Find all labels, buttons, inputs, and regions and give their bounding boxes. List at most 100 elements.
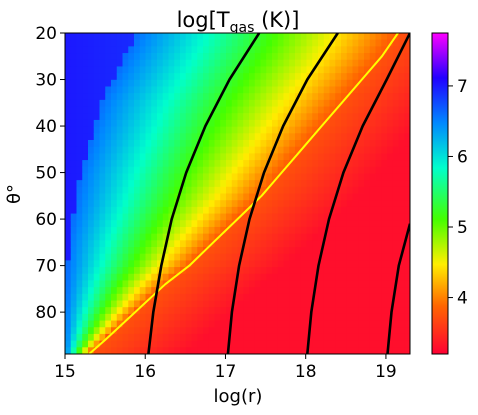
heatmap-cell (180, 313, 187, 322)
heatmap-cell (260, 59, 267, 68)
heatmap-cell (157, 39, 164, 47)
heatmap-cell (341, 59, 348, 68)
heatmap-cell (272, 307, 279, 315)
heatmap-cell (312, 119, 319, 128)
heatmap-cell (185, 119, 193, 128)
heatmap-cell (231, 347, 239, 354)
heatmap-cell (139, 260, 147, 268)
heatmap-cell (162, 140, 170, 148)
heatmap-cell (283, 140, 290, 148)
heatmap-cell (243, 173, 250, 181)
heatmap-cell (203, 220, 210, 228)
heatmap-cell (364, 133, 371, 141)
heatmap-cell (208, 73, 216, 81)
heatmap-cell (76, 206, 83, 215)
heatmap-cell (375, 320, 382, 328)
heatmap-cell (208, 313, 216, 322)
heatmap-cell (289, 66, 296, 74)
heatmap-cell (151, 340, 158, 348)
heatmap-cell (70, 99, 78, 108)
heatmap-cell (82, 307, 89, 315)
heatmap-cell (185, 113, 193, 121)
heatmap-cell (266, 106, 273, 114)
heatmap-cell (335, 253, 342, 261)
heatmap-cell (254, 119, 262, 128)
heatmap-cell (99, 126, 106, 134)
heatmap-cell (346, 126, 354, 134)
heatmap-cell (375, 180, 382, 188)
heatmap-cell (191, 240, 198, 248)
heatmap-cell (346, 59, 354, 68)
heatmap-cell (220, 233, 227, 241)
heatmap-cell (358, 39, 365, 47)
heatmap-cell (151, 66, 158, 74)
heatmap-cell (151, 99, 158, 108)
heatmap-cell (392, 86, 400, 94)
heatmap-cell (122, 300, 129, 308)
heatmap-cell (203, 173, 210, 181)
heatmap-cell (122, 220, 129, 228)
heatmap-cell (122, 46, 129, 54)
heatmap-cell (93, 140, 101, 148)
heatmap-cell (404, 280, 410, 288)
heatmap-cell (220, 126, 227, 134)
heatmap-cell (369, 287, 377, 295)
heatmap-cell (157, 140, 164, 148)
heatmap-cell (105, 46, 112, 54)
heatmap-cell (346, 146, 354, 154)
heatmap-cell (128, 99, 135, 108)
heatmap-cell (162, 186, 170, 195)
heatmap-cell (323, 119, 331, 128)
heatmap-cell (139, 267, 147, 275)
heatmap-cell (214, 146, 221, 154)
heatmap-cell (329, 300, 336, 308)
heatmap-cell (105, 99, 112, 108)
heatmap-cell (231, 166, 239, 175)
heatmap-cell (404, 93, 410, 101)
heatmap-cell (111, 293, 118, 302)
heatmap-cell (168, 333, 175, 342)
heatmap-cell (398, 79, 405, 88)
heatmap-cell (116, 287, 124, 295)
heatmap-cell (346, 186, 354, 195)
heatmap-cell (312, 33, 319, 41)
heatmap-cell (162, 233, 170, 241)
heatmap-cell (277, 153, 285, 161)
heatmap-cell (295, 166, 302, 175)
heatmap-cell (254, 113, 262, 121)
heatmap-cell (231, 333, 239, 342)
heatmap-cell (65, 66, 72, 74)
heatmap-cell (392, 39, 400, 47)
heatmap-cell (283, 220, 290, 228)
heatmap-cell (329, 119, 336, 128)
heatmap-cell (318, 180, 325, 188)
heatmap-cell (404, 153, 410, 161)
heatmap-cell (88, 340, 95, 348)
heatmap-cell (65, 173, 72, 181)
heatmap-cell (392, 347, 400, 354)
heatmap-cell (185, 313, 193, 322)
heatmap-cell (231, 153, 239, 161)
heatmap-cell (151, 160, 158, 168)
x-tick-label: 15 (54, 362, 76, 382)
heatmap-cell (208, 327, 216, 335)
heatmap-cell (93, 73, 101, 81)
heatmap-cell (300, 260, 308, 268)
heatmap-cell (76, 73, 83, 81)
heatmap-cell (111, 280, 118, 288)
heatmap-cell (220, 153, 227, 161)
heatmap-cell (312, 200, 319, 208)
heatmap-cell (82, 226, 89, 235)
heatmap-cell (295, 193, 302, 201)
heatmap-cell (111, 113, 118, 121)
heatmap-cell (82, 240, 89, 248)
heatmap-cell (387, 86, 394, 94)
heatmap-cell (237, 327, 244, 335)
heatmap-cell (157, 320, 164, 328)
heatmap-cell (168, 273, 175, 282)
heatmap-cell (272, 260, 279, 268)
heatmap-cell (237, 93, 244, 101)
heatmap-cell (237, 186, 244, 195)
heatmap-cell (220, 333, 227, 342)
heatmap-cell (254, 327, 262, 335)
